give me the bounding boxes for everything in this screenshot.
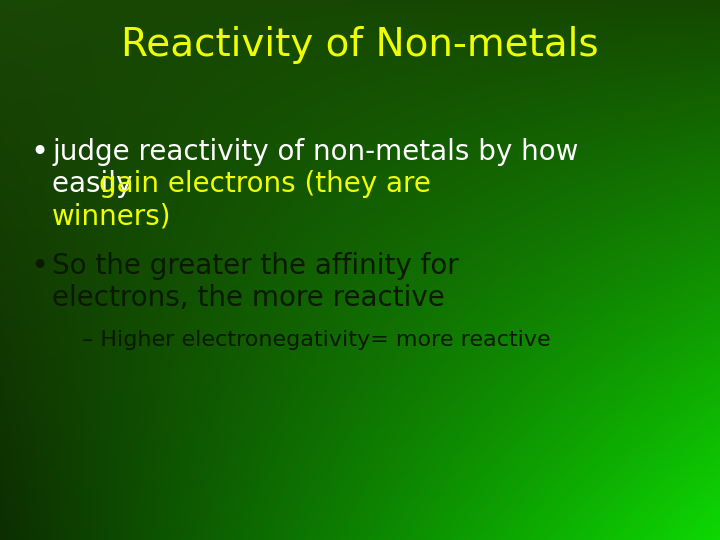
Text: Reactivity of Non-metals: Reactivity of Non-metals xyxy=(121,26,599,64)
Text: •: • xyxy=(30,252,48,280)
Text: – Higher electronegativity= more reactive: – Higher electronegativity= more reactiv… xyxy=(82,330,551,350)
Text: judge reactivity of non-metals by how: judge reactivity of non-metals by how xyxy=(52,138,578,166)
Text: So the greater the affinity for: So the greater the affinity for xyxy=(52,252,459,280)
Text: gain electrons (they are: gain electrons (they are xyxy=(99,170,431,198)
Text: winners): winners) xyxy=(52,202,171,230)
Text: easily: easily xyxy=(52,170,141,198)
Text: electrons, the more reactive: electrons, the more reactive xyxy=(52,284,445,312)
Text: •: • xyxy=(30,138,48,166)
